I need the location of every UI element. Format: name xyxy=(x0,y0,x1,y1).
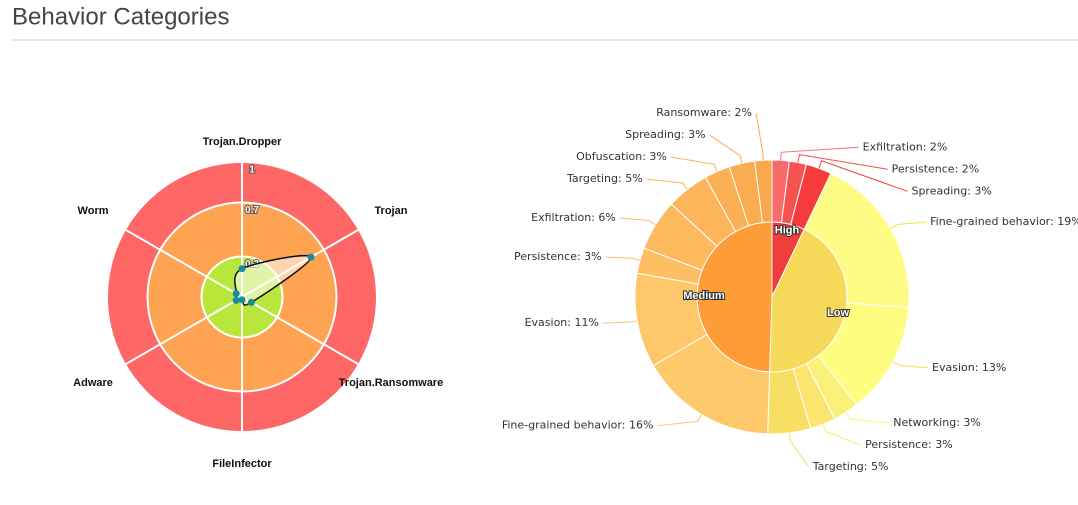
segment-label: Evasion: 13% xyxy=(932,361,1006,374)
axis-label: Trojan xyxy=(374,205,407,217)
axis-line xyxy=(241,296,360,366)
sunburst-chart: High Low Medium Exfiltration: 2% Persistence… xyxy=(502,106,1078,473)
leader-line xyxy=(709,134,743,164)
inner-label: Medium xyxy=(683,290,725,302)
segment-label: Targeting: 5% xyxy=(812,460,889,473)
axis-label: Adware xyxy=(73,377,113,389)
leader-line xyxy=(845,411,890,424)
leader-line xyxy=(788,432,810,468)
leader-line xyxy=(797,154,888,170)
leader-line xyxy=(670,156,718,172)
radar-point xyxy=(232,290,240,298)
segment-label: Exfiltration: 6% xyxy=(531,211,616,224)
tick-label: 0.7 xyxy=(245,205,259,216)
inner-label: High xyxy=(775,225,800,237)
segment-label: Spreading: 3% xyxy=(625,128,705,141)
axis-label: Trojan.Ransomware xyxy=(339,377,444,389)
segment-label: Obfuscation: 3% xyxy=(576,150,667,163)
axis-label: Worm xyxy=(78,205,109,217)
leader-line xyxy=(605,256,641,261)
axis-line xyxy=(124,228,243,298)
leader-line xyxy=(892,361,929,369)
segment-label: Fine-grained behavior: 19% xyxy=(930,215,1078,228)
segment-label: Persistence: 2% xyxy=(892,162,980,175)
segment-label: Persistence: 3% xyxy=(865,438,953,451)
segment-label: Targeting: 5% xyxy=(566,172,643,185)
segment-label: Spreading: 3% xyxy=(911,184,991,197)
leader-line xyxy=(818,160,908,192)
segment-label: Ransomware: 2% xyxy=(656,106,752,119)
radar-chart: Trojan.Dropper Trojan Trojan.Ransomware Fil… xyxy=(73,136,443,470)
outer-segment xyxy=(754,159,773,224)
segment-label: Fine-grained behavior: 16% xyxy=(502,419,654,432)
inner-label: Low xyxy=(827,307,849,319)
leader-line xyxy=(619,217,656,226)
leader-line xyxy=(822,424,862,446)
leader-line xyxy=(602,320,638,324)
leader-line xyxy=(890,221,927,229)
segment-label: Evasion: 11% xyxy=(525,316,599,329)
tick-label: 1 xyxy=(249,165,255,176)
leader-line xyxy=(755,113,764,161)
radar-point xyxy=(247,298,255,306)
radar-point xyxy=(238,265,246,273)
leader-line xyxy=(780,146,859,161)
segment-label: Networking: 3% xyxy=(893,416,981,429)
radar-point xyxy=(232,296,240,304)
radar-point xyxy=(238,296,246,304)
leader-line xyxy=(646,178,688,190)
axis-label: FileInfector xyxy=(212,458,272,470)
radar-point xyxy=(307,253,315,261)
axis-line xyxy=(124,296,243,366)
panel-title: Behavior Categories xyxy=(12,3,229,30)
segment-label: Persistence: 3% xyxy=(514,250,602,263)
leader-line xyxy=(657,414,703,427)
axis-label: Trojan.Dropper xyxy=(203,136,283,148)
segment-label: Exfiltration: 2% xyxy=(863,140,948,153)
